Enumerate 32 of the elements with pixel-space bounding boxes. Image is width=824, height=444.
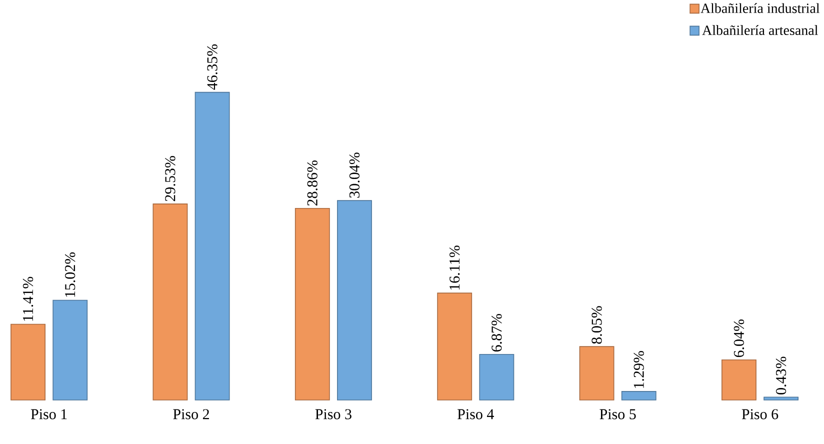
legend-label: Albañilería artesanal [702,25,818,36]
bar [337,200,372,400]
data-label: 16.11% [450,246,460,290]
bar [52,300,88,400]
data-label: 28.86% [307,160,318,206]
data-label: 8.05% [592,306,602,344]
x-tick-label: Piso 3 [315,409,352,420]
bar [294,208,330,400]
data-label: 6.87% [492,314,502,352]
bar [764,396,799,400]
x-tick-label: Piso 5 [600,409,636,420]
bar [479,354,514,400]
data-label: 0.43% [776,356,786,394]
bar [722,359,756,400]
data-label: 11.41% [22,276,34,321]
x-tick-label: Piso 6 [742,409,778,420]
bar [437,292,472,400]
x-tick-label: Piso 1 [30,409,67,420]
data-label: 29.53% [165,156,176,202]
data-label: 1.29% [634,350,644,388]
bar [621,391,656,400]
bar [579,346,614,400]
bar [152,204,188,400]
data-label: 6.04% [734,319,744,358]
data-label: 30.04% [349,152,360,198]
data-label: 46.35% [207,44,218,90]
bar [194,92,230,400]
bar [10,324,46,400]
x-tick-label: Piso 4 [458,409,494,420]
data-label: 15.02% [65,252,76,297]
legend-label: Albañilería industrial [700,3,820,14]
x-tick-label: Piso 2 [173,409,209,420]
